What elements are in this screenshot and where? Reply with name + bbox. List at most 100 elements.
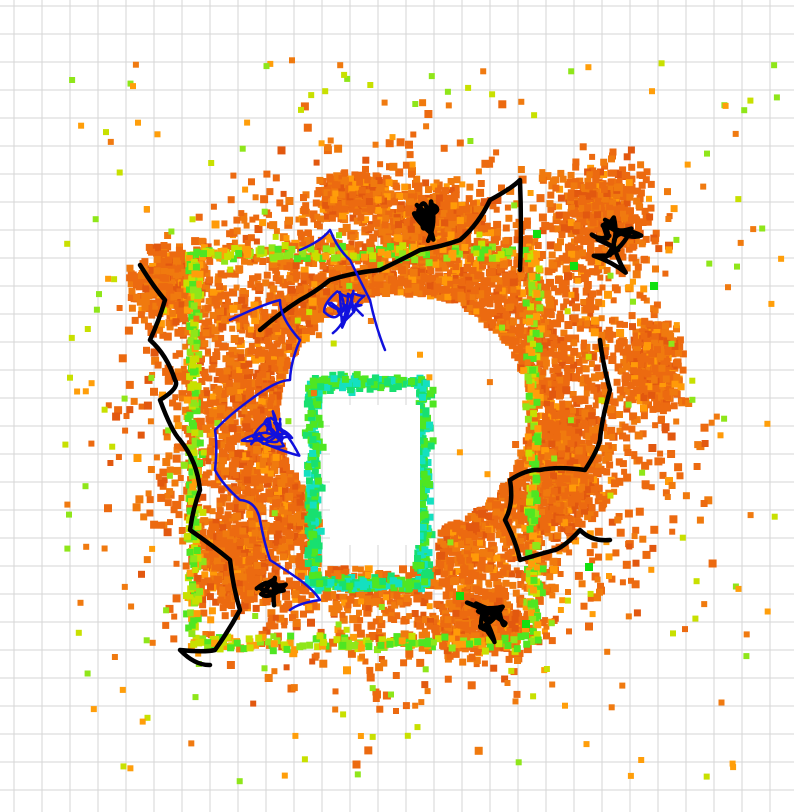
occupancy-cell bbox=[547, 310, 555, 318]
occupancy-cell bbox=[318, 303, 326, 311]
occupancy-cell bbox=[319, 262, 327, 270]
occupancy-cell bbox=[177, 475, 184, 481]
occupancy-cell bbox=[226, 351, 234, 360]
occupancy-cell bbox=[238, 210, 245, 217]
occupancy-cell bbox=[236, 349, 245, 358]
occupancy-cell bbox=[546, 241, 555, 250]
occupancy-cell bbox=[314, 298, 321, 305]
occupancy-cell bbox=[373, 690, 381, 699]
occupancy-cell bbox=[164, 492, 171, 499]
occupancy-cell bbox=[424, 688, 431, 695]
occupancy-cell bbox=[293, 321, 301, 329]
occupancy-cell bbox=[490, 275, 498, 283]
occupancy-cell bbox=[463, 263, 472, 272]
occupancy-cell bbox=[375, 273, 384, 282]
occupancy-cell bbox=[164, 499, 172, 507]
occupancy-cell bbox=[574, 571, 583, 580]
occupancy-cell bbox=[488, 541, 496, 549]
occupancy-cell bbox=[665, 241, 673, 250]
occupancy-cell bbox=[308, 592, 315, 599]
occupancy-cell bbox=[205, 458, 212, 465]
occupancy-cell bbox=[506, 260, 512, 266]
occupancy-cell bbox=[300, 102, 309, 111]
occupancy-cell bbox=[587, 595, 594, 602]
occupancy-cell bbox=[328, 269, 336, 277]
occupancy-cell bbox=[579, 396, 586, 403]
occupancy-cell bbox=[352, 598, 361, 607]
occupancy-cell bbox=[255, 329, 264, 338]
occupancy-cell bbox=[520, 243, 526, 250]
occupancy-cell bbox=[272, 324, 281, 333]
occupancy-cell bbox=[400, 659, 408, 667]
occupancy-cell bbox=[367, 621, 376, 630]
occupancy-cell bbox=[395, 168, 404, 177]
occupancy-cell bbox=[251, 284, 258, 291]
occupancy-cell bbox=[466, 183, 474, 191]
occupancy-cell bbox=[631, 451, 638, 458]
occupancy-cell bbox=[636, 291, 644, 299]
occupancy-cell bbox=[577, 325, 584, 332]
occupancy-cell bbox=[584, 377, 592, 385]
occupancy-cell bbox=[412, 180, 420, 188]
occupancy-cell bbox=[464, 515, 471, 522]
occupancy-cell bbox=[426, 603, 433, 610]
occupancy-cell bbox=[470, 553, 479, 562]
occupancy-cell bbox=[213, 348, 220, 355]
occupancy-cell bbox=[261, 521, 270, 530]
occupancy-cell bbox=[485, 579, 492, 586]
occupancy-cell bbox=[374, 256, 382, 264]
occupancy-cell bbox=[173, 402, 182, 411]
occupancy-cell bbox=[218, 433, 225, 439]
occupancy-cell bbox=[396, 599, 403, 606]
occupancy-cell bbox=[481, 660, 488, 667]
occupancy-cell bbox=[240, 288, 247, 294]
occupancy-cell bbox=[143, 401, 152, 410]
occupancy-cell bbox=[235, 425, 242, 432]
occupancy-cell bbox=[296, 537, 305, 546]
occupancy-cell bbox=[469, 200, 477, 208]
occupancy-cell bbox=[185, 380, 193, 388]
occupancy-cell bbox=[559, 597, 566, 604]
occupancy-cell bbox=[298, 335, 305, 342]
occupancy-cell bbox=[571, 293, 580, 302]
occupancy-cell bbox=[643, 297, 650, 304]
occupancy-cell bbox=[594, 527, 603, 536]
occupancy-cell bbox=[414, 615, 423, 624]
occupancy-cell bbox=[553, 319, 561, 328]
occupancy-cell bbox=[172, 394, 179, 401]
occupancy-cell bbox=[502, 237, 510, 245]
occupancy-cell bbox=[329, 638, 337, 647]
occupancy-cell bbox=[485, 502, 493, 510]
occupancy-cell bbox=[364, 565, 373, 574]
occupancy-cell bbox=[465, 537, 472, 544]
occupancy-cell bbox=[182, 370, 190, 378]
occupancy-cell bbox=[553, 243, 562, 252]
occupancy-cell bbox=[229, 325, 236, 332]
occupancy-cell bbox=[358, 598, 365, 605]
occupancy-cell bbox=[515, 294, 523, 302]
occupancy-cell bbox=[451, 184, 460, 193]
occupancy-cell bbox=[501, 495, 508, 502]
occupancy-cell bbox=[210, 384, 218, 391]
occupancy-cell bbox=[667, 450, 676, 458]
occupancy-cell bbox=[481, 255, 490, 264]
occupancy-cell bbox=[304, 524, 311, 531]
occupancy-cell bbox=[285, 197, 294, 205]
occupancy-cell bbox=[569, 391, 577, 398]
occupancy-cell bbox=[143, 556, 151, 564]
occupancy-cell bbox=[255, 346, 262, 353]
occupancy-cell bbox=[228, 424, 237, 433]
occupancy-cell bbox=[281, 622, 288, 629]
occupancy-cell bbox=[244, 240, 251, 246]
occupancy-cell bbox=[519, 318, 526, 325]
occupancy-cell bbox=[551, 358, 558, 365]
occupancy-cell bbox=[503, 308, 511, 317]
occupancy-cell bbox=[251, 316, 260, 325]
occupancy-cell bbox=[286, 531, 295, 539]
occupancy-cell bbox=[593, 392, 601, 400]
occupancy-cell bbox=[544, 400, 550, 407]
occupancy-cell bbox=[554, 371, 563, 380]
occupancy-cell bbox=[493, 220, 502, 229]
occupancy-cell bbox=[267, 375, 275, 383]
